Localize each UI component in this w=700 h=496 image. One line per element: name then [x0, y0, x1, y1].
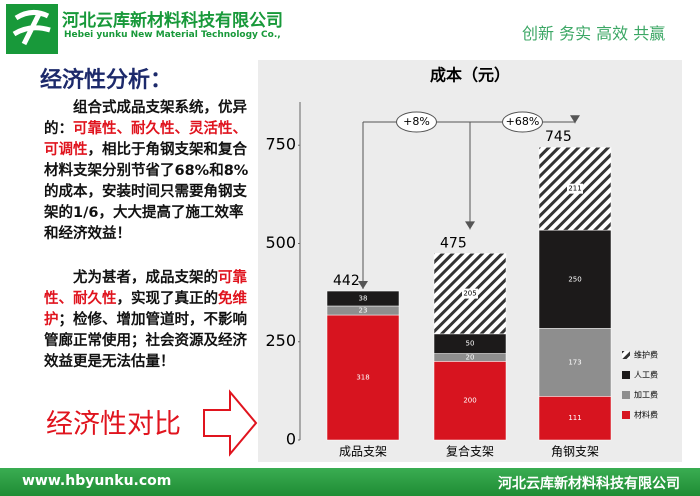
y-tick-label: 750	[265, 135, 296, 154]
y-tick-label: 0	[286, 430, 296, 449]
text-run: 尤为甚者，成品支架的	[73, 270, 218, 286]
x-tick-label: 复合支架	[446, 444, 494, 459]
arrow-shape	[203, 389, 258, 457]
footer: www.hbyunku.com 河北云库新材料科技有限公司	[0, 468, 700, 496]
label-bg	[462, 288, 478, 299]
text-run: 组合式成品支架系统，优异的：	[44, 100, 247, 137]
slogan: 创新 务实 高效 共赢	[522, 24, 666, 43]
annotation-bubble	[502, 111, 543, 133]
segment-label: 205	[463, 290, 476, 298]
segment-label: 50	[466, 340, 475, 348]
bar-segment	[538, 396, 612, 441]
segment-label: 211	[568, 185, 581, 193]
text-run: 可靠性、耐久性、灵活性、可调性	[44, 121, 247, 158]
segment-label: 318	[356, 374, 369, 382]
bar-segment	[538, 328, 612, 397]
segment-label: 38	[359, 295, 368, 303]
logo	[6, 4, 58, 54]
arrow-head	[465, 221, 475, 230]
text-run: ，相比于角钢支架和复合材料支架分别节省了68%和8%的成本，安装时间只需要角钢支…	[44, 142, 249, 242]
annotation-bubble	[396, 111, 437, 133]
bar-segment	[326, 290, 400, 307]
arrow-head	[570, 115, 580, 124]
legend-swatch	[622, 371, 630, 379]
chart: 成本（元） 0250500750成品支架3182338442复合支架200205…	[258, 60, 682, 462]
text-run: ，实现了真正的	[116, 291, 219, 307]
bar-segment	[326, 314, 400, 441]
segment-label: 111	[568, 414, 581, 422]
x-tick-label: 成品支架	[339, 445, 387, 459]
arrow-head	[358, 281, 368, 290]
text-run: 可靠性、耐久性	[44, 270, 247, 307]
legend-swatch	[622, 391, 630, 399]
segment-label: 20	[466, 353, 475, 361]
total-label: 442	[333, 273, 360, 289]
segment-label: 250	[568, 275, 581, 283]
segment-label: 173	[568, 358, 581, 366]
callout: 经济性对比	[46, 409, 181, 440]
x-tick-label: 角钢支架	[551, 445, 599, 459]
segment-label: 23	[359, 306, 368, 314]
legend-label: 维护费	[634, 350, 658, 360]
paragraph: 组合式成品支架系统，优异的：可靠性、耐久性、灵活性、可调性，相比于角钢支架和复合…	[44, 98, 256, 245]
footer-url: www.hbyunku.com	[22, 473, 172, 489]
legend-label: 材料费	[634, 410, 658, 420]
paragraph: 尤为甚者，成品支架的可靠性、耐久性，实现了真正的免维护；检修、增加管道时，不影响…	[44, 268, 256, 373]
legend-label: 人工费	[634, 370, 658, 380]
total-label: 745	[545, 129, 572, 145]
legend-swatch	[622, 351, 630, 359]
label-bg	[567, 183, 583, 194]
bar-segment	[538, 229, 612, 329]
company-name-en: Hebei yunku New Material Technology Co.,	[64, 30, 281, 40]
text-run: 免维护	[44, 291, 247, 328]
company-name: 河北云库新材料科技有限公司	[62, 11, 283, 31]
y-tick-label: 250	[265, 331, 296, 350]
chart-title: 成本（元）	[430, 66, 510, 85]
annotation: +68%	[506, 115, 540, 128]
y-tick-label: 500	[265, 233, 296, 252]
legend-label: 加工费	[634, 390, 658, 400]
bar-segment	[433, 361, 507, 441]
total-label: 475	[440, 235, 467, 251]
heading: 经济性分析：	[40, 68, 173, 93]
legend-swatch	[622, 411, 630, 419]
text-run: ；检修、增加管道时，不影响管廊正常使用；社会资源及经济效益更是无法估量！	[44, 312, 247, 370]
footer-company: 河北云库新材料科技有限公司	[498, 476, 680, 492]
annotation: +8%	[403, 115, 430, 128]
segment-label: 200	[463, 397, 476, 405]
